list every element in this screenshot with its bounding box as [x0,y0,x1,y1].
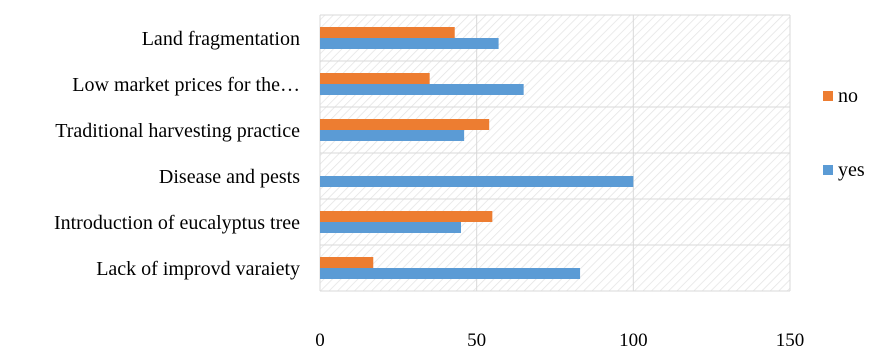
bar-yes [320,222,461,233]
category-label: Land fragmentation [142,28,300,50]
bar-no [320,257,374,268]
legend-swatch-no [823,91,833,101]
legend-label-no: no [838,85,858,107]
bar-no [320,27,455,38]
x-tick-label: 50 [467,330,486,347]
category-label: Disease and pests [159,166,300,188]
x-tick-labels: 0 50 100 150 [315,330,804,347]
x-tick-label: 0 [315,330,325,347]
bar-no [320,73,430,84]
category-label: Traditional harvesting practice [55,120,300,142]
category-label: Low market prices for the… [72,74,300,96]
category-labels: Land fragmentation Low market prices for … [54,28,300,280]
bar-yes [320,130,465,141]
bar-yes [320,38,499,49]
legend-label-yes: yes [838,159,865,181]
legend: no yes [823,85,865,181]
bar-yes [320,176,634,187]
x-tick-label: 100 [619,330,648,347]
legend-swatch-yes [823,165,833,175]
x-tick-label: 150 [776,330,805,347]
bar-yes [320,84,524,95]
bar-no [320,211,493,222]
bar-yes [320,268,581,279]
category-label: Lack of improvd varaiety [96,258,300,280]
gridlines [319,14,791,292]
bar-no [320,119,490,130]
bars [320,27,634,279]
category-label: Introduction of eucalyptus tree [54,212,300,234]
